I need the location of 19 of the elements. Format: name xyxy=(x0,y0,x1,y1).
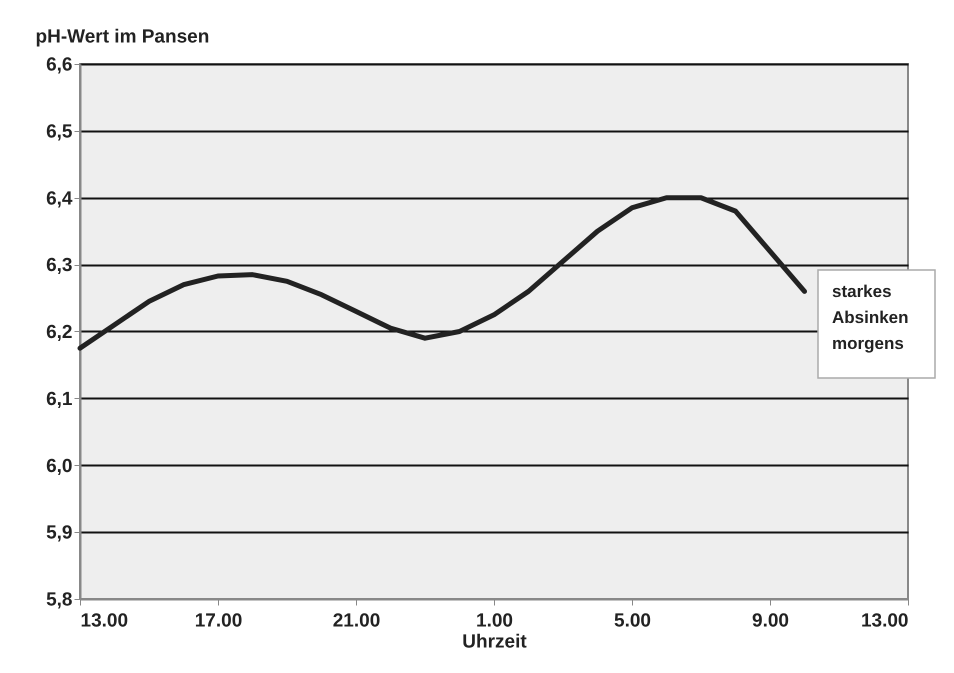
x-tick-label: 17.00 xyxy=(194,610,242,632)
y-tick-label: 6,5 xyxy=(46,121,73,142)
y-tick-label: 6,1 xyxy=(46,388,73,410)
y-tick-label: 6,4 xyxy=(46,188,73,210)
x-tick-label: 9.00 xyxy=(752,610,789,632)
y-tick-label: 6,0 xyxy=(46,456,72,477)
y-tick-label: 6,2 xyxy=(46,322,72,343)
x-tick-label: 21.00 xyxy=(332,610,380,632)
y-tick-label: 5,8 xyxy=(46,590,72,610)
x-tick-label: 13.00 xyxy=(80,610,128,632)
x-axis-title: Uhrzeit xyxy=(462,632,528,652)
x-tick-label: 13.00 xyxy=(860,610,908,632)
y-tick-label: 6,3 xyxy=(46,255,72,276)
y-axis-title: pH-Wert im Pansen xyxy=(36,26,210,48)
y-tick-label: 5,9 xyxy=(46,522,72,544)
x-tick-label: 5.00 xyxy=(614,610,651,632)
x-tick-label: 1.00 xyxy=(476,610,513,632)
annotation: starkes Absinken morgens xyxy=(832,282,909,353)
y-tick-label: 6,6 xyxy=(46,54,72,76)
